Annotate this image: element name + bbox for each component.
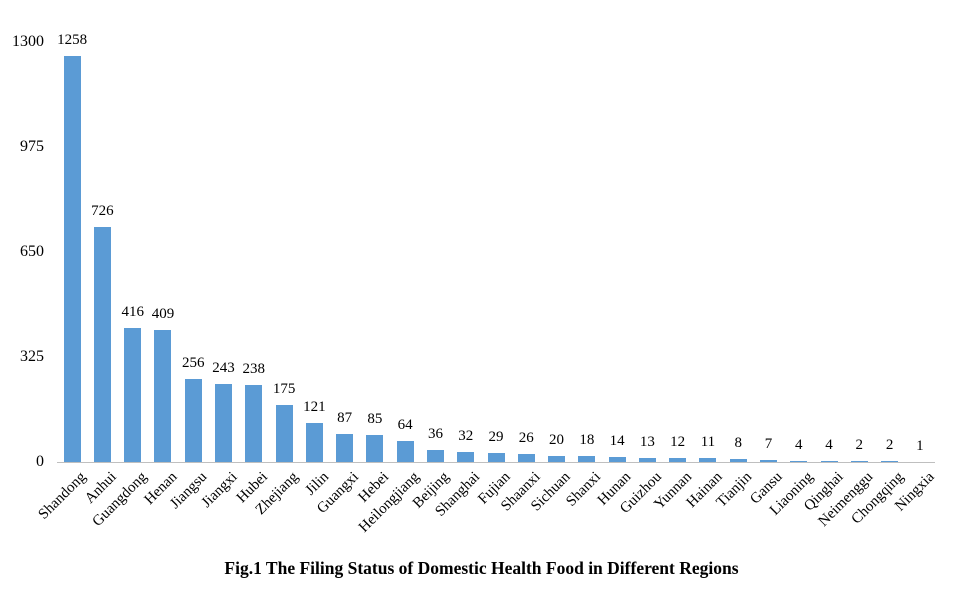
bar-value-label: 2 [855,437,864,454]
bar [638,457,656,462]
bar [669,458,687,462]
figure-caption: Fig.1 The Filing Status of Domestic Heal… [224,558,739,578]
bar-value-label: 1 [916,437,924,454]
bar [275,405,293,462]
y-axis-tick-label: 975 [20,138,44,155]
bar [336,433,354,462]
bar-value-label: 243 [212,359,235,376]
bar [305,422,323,462]
bar [729,459,747,462]
bar [426,450,444,462]
bar-value-label: 32 [458,427,474,444]
bar [517,453,535,462]
bar-value-label: 1258 [57,31,88,48]
bar [759,459,777,462]
y-axis-tick-label: 1300 [12,33,44,50]
bar [578,456,596,462]
bar-value-label: 238 [242,361,266,378]
bar [699,458,717,462]
bar [548,455,566,462]
bar [608,457,626,462]
bar [215,383,233,462]
bar [124,327,142,462]
bar-value-label: 121 [303,398,326,415]
bar [820,460,838,462]
bar-value-label: 36 [427,426,443,443]
bar [790,460,808,462]
bar-value-label: 87 [337,409,353,426]
bar-value-label: 18 [579,432,595,449]
bar-value-label: 4 [825,436,833,453]
bar [184,379,202,462]
bar-value-label: 256 [181,355,205,372]
bar-value-label: 2 [885,437,894,454]
bar [457,451,475,462]
bar-value-label: 64 [397,417,413,434]
bar-value-label: 11 [700,434,716,451]
bar [63,55,81,462]
bar [154,329,172,462]
y-axis-tick-label: 325 [20,348,44,365]
bar-value-label: 29 [488,428,504,445]
bar [366,434,384,462]
y-axis-tick-label: 650 [20,243,44,260]
bar-value-label: 175 [272,381,296,398]
bar [881,461,899,462]
bar [396,441,414,462]
bar [245,385,263,462]
bar-value-label: 8 [734,435,742,452]
bar-value-label: 409 [151,305,175,322]
bar-value-label: 416 [121,303,144,320]
bar [93,227,111,462]
bar [487,452,505,462]
bar-value-label: 13 [639,433,655,450]
x-axis-line [57,462,935,463]
plot-area: 1258 726 416 409 256 243 238 175 121 87 85 64 36 32 29… [57,32,935,463]
x-axis-category-label: Shanxi [563,469,605,510]
bar-value-label: 726 [91,203,114,220]
bar-value-label: 7 [764,435,773,452]
bar-value-label: 12 [670,434,686,451]
y-axis-tick-label: 0 [36,453,44,470]
bar-value-label: 26 [518,429,534,446]
bar-value-label: 4 [795,436,803,453]
bar-value-label: 85 [367,410,383,427]
bar-value-label: 14 [609,433,625,450]
bar [850,461,868,462]
bar-value-label: 20 [549,431,565,448]
